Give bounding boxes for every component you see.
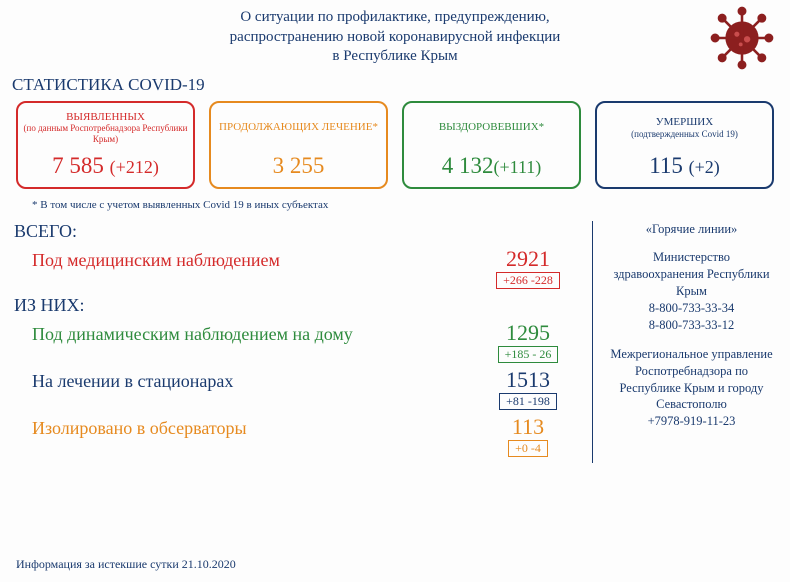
breakdown-row-0: Под медицинским наблюдением 2921 +266 -2… bbox=[14, 248, 578, 289]
hotline-text: Межрегиональное управление Роспотребнадз… bbox=[607, 346, 776, 414]
hotline-phone: 8-800-733-33-12 bbox=[607, 317, 776, 334]
row-change: +185 - 26 bbox=[498, 346, 559, 363]
hotline-block-0: Министерство здравоохранения Республики … bbox=[607, 249, 776, 333]
hotline-phone: +7978-919-11-23 bbox=[607, 413, 776, 430]
card-value: 3 255 bbox=[273, 153, 325, 178]
hotline-block-1: Межрегиональное управление Роспотребнадз… bbox=[607, 346, 776, 430]
row-value: 1295 bbox=[478, 322, 578, 344]
header-line3: в Республике Крым bbox=[80, 47, 710, 67]
hotlines-title: «Горячие линии» bbox=[607, 221, 776, 238]
row-label: Под медицинским наблюдением bbox=[14, 248, 478, 271]
coronavirus-icon bbox=[710, 6, 774, 70]
stat-card-2: ВЫЗДОРОВЕВШИХ* 4 132(+111) bbox=[402, 101, 581, 189]
header-line2: распространению новой коронавирусной инф… bbox=[80, 28, 710, 48]
header-line1: О ситуации по профилактике, предупрежден… bbox=[80, 8, 710, 28]
stat-card-0: ВЫЯВЛЕННЫХ(по данным Роспотребнадзора Ре… bbox=[16, 101, 195, 189]
total-label: ВСЕГО: bbox=[14, 221, 578, 242]
row-change: +0 -4 bbox=[508, 440, 548, 457]
card-sublabel: (подтвержденных Covid 19) bbox=[631, 129, 738, 139]
header-title: О ситуации по профилактике, предупрежден… bbox=[0, 0, 790, 71]
card-label: УМЕРШИХ bbox=[656, 116, 713, 129]
breakdown-label: ИЗ НИХ: bbox=[14, 295, 578, 316]
breakdown-row-1: Под динамическим наблюдением на дому 129… bbox=[14, 322, 578, 363]
row-change: +81 -198 bbox=[499, 393, 557, 410]
footer-date: Информация за истекшие сутки 21.10.2020 bbox=[16, 557, 236, 572]
stat-card-1: ПРОДОЛЖАЮЩИХ ЛЕЧЕНИЕ* 3 255 bbox=[209, 101, 388, 189]
card-value: 4 132 bbox=[442, 153, 494, 178]
breakdown-row-2: На лечении в стационарах 1513 +81 -198 bbox=[14, 369, 578, 410]
card-label: ПРОДОЛЖАЮЩИХ ЛЕЧЕНИЕ* bbox=[219, 121, 378, 134]
row-label: Под динамическим наблюдением на дому bbox=[14, 322, 478, 345]
row-label: Изолировано в обсерваторы bbox=[14, 416, 478, 439]
hotline-phone: 8-800-733-33-34 bbox=[607, 300, 776, 317]
stat-card-3: УМЕРШИХ(подтвержденных Covid 19) 115 (+2… bbox=[595, 101, 774, 189]
hotlines-column: «Горячие линии» Министерство здравоохран… bbox=[592, 221, 776, 463]
card-label: ВЫЯВЛЕННЫХ bbox=[66, 111, 145, 124]
stat-cards: ВЫЯВЛЕННЫХ(по данным Роспотребнадзора Ре… bbox=[0, 101, 790, 189]
card-delta: (+212) bbox=[110, 157, 159, 177]
hotline-text: Министерство здравоохранения Республики … bbox=[607, 249, 776, 300]
row-value: 113 bbox=[478, 416, 578, 438]
card-value: 115 bbox=[649, 153, 688, 178]
breakdown-column: ВСЕГО: Под медицинским наблюдением 2921 … bbox=[14, 221, 592, 463]
breakdown-row-3: Изолировано в обсерваторы 113 +0 -4 bbox=[14, 416, 578, 457]
row-change: +266 -228 bbox=[496, 272, 560, 289]
row-value: 2921 bbox=[478, 248, 578, 270]
card-delta: (+2) bbox=[689, 157, 720, 177]
card-label: ВЫЗДОРОВЕВШИХ* bbox=[439, 121, 544, 134]
card-delta: (+111) bbox=[493, 157, 541, 177]
row-value: 1513 bbox=[478, 369, 578, 391]
card-sublabel: (по данным Роспотребнадзора Республики К… bbox=[22, 123, 189, 144]
card-value: 7 585 bbox=[52, 153, 110, 178]
row-label: На лечении в стационарах bbox=[14, 369, 478, 392]
footnote: * В том числе с учетом выявленных Covid … bbox=[0, 189, 790, 221]
stats-title: СТАТИСТИКА COVID-19 bbox=[0, 71, 790, 101]
